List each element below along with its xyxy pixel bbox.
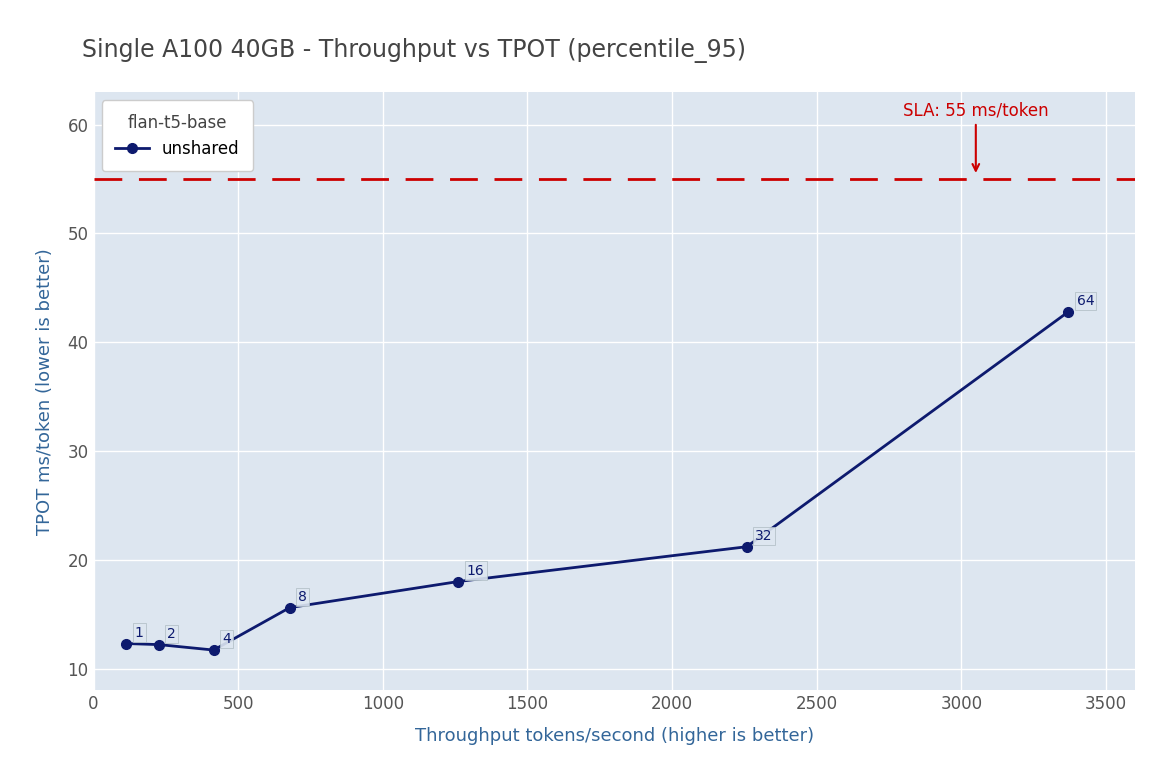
- Text: 16: 16: [467, 564, 484, 578]
- unshared: [119, 639, 133, 648]
- Text: 64: 64: [1076, 294, 1094, 308]
- unshared: [739, 542, 753, 551]
- Text: 4: 4: [222, 632, 230, 646]
- Y-axis label: TPOT ms/token (lower is better): TPOT ms/token (lower is better): [36, 248, 54, 535]
- X-axis label: Throughput tokens/second (higher is better): Throughput tokens/second (higher is bett…: [414, 727, 814, 745]
- unshared: [452, 577, 466, 586]
- unshared: [152, 640, 166, 649]
- Text: 8: 8: [298, 590, 307, 604]
- Text: 32: 32: [755, 528, 772, 543]
- Legend: unshared: unshared: [102, 100, 253, 171]
- unshared: [1061, 307, 1075, 316]
- Text: Single A100 40GB - Throughput vs TPOT (percentile_95): Single A100 40GB - Throughput vs TPOT (p…: [82, 38, 746, 64]
- unshared: [283, 603, 297, 612]
- Text: 2: 2: [167, 627, 175, 640]
- Text: 1: 1: [135, 626, 144, 640]
- Text: SLA: 55 ms/token: SLA: 55 ms/token: [903, 101, 1048, 171]
- Line: unshared: unshared: [122, 307, 1073, 655]
- unshared: [207, 646, 221, 655]
